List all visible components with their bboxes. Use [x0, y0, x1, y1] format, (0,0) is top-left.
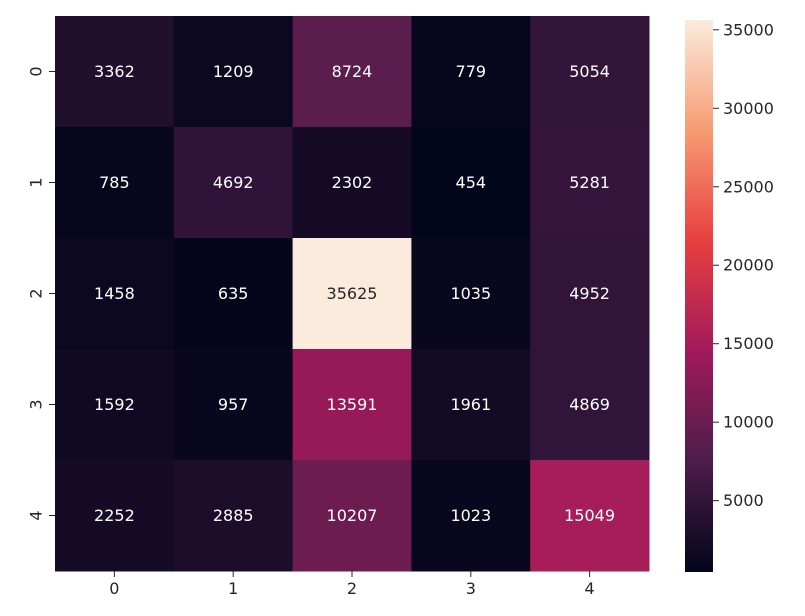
x-axis: 0 1 2 3 4: [109, 571, 594, 598]
colorbar-gradient: [685, 20, 713, 572]
cell-value-label: 15049: [564, 506, 615, 525]
cell-value-label: 454: [456, 173, 487, 192]
y-tick-label: 3: [27, 399, 46, 409]
colorbar-tick-label: 5000: [723, 491, 764, 510]
cell-value-label: 2885: [213, 506, 254, 525]
x-tick-label: 1: [228, 579, 238, 598]
y-tick-label: 2: [27, 288, 46, 298]
y-tick-label: 4: [27, 510, 46, 520]
x-tick-label: 3: [466, 579, 476, 598]
cell-value-label: 1209: [213, 62, 254, 81]
colorbar-tick-label: 15000: [723, 334, 774, 353]
cell-value-label: 3362: [94, 62, 135, 81]
colorbar-tick-label: 35000: [723, 20, 774, 39]
cell-value-label: 5054: [569, 62, 610, 81]
x-tick-label: 4: [585, 579, 595, 598]
cell-value-label: 635: [218, 284, 249, 303]
colorbar: 5000 10000 15000 20000 25000 30000 35000: [685, 20, 774, 572]
cell-value-label: 8724: [332, 62, 373, 81]
colorbar-tick-label: 30000: [723, 99, 774, 118]
cell-value-label: 5281: [569, 173, 610, 192]
cell-value-label: 4952: [569, 284, 610, 303]
colorbar-tick-label: 20000: [723, 256, 774, 275]
y-axis: 0 1 2 3 4: [27, 66, 56, 520]
colorbar-tick-label: 25000: [723, 177, 774, 196]
cell-value-label: 13591: [327, 395, 378, 414]
cell-value-label: 1592: [94, 395, 135, 414]
cell-value-label: 785: [99, 173, 130, 192]
cell-value-label: 10207: [327, 506, 378, 525]
y-tick-label: 0: [27, 66, 46, 76]
x-tick-label: 0: [109, 579, 119, 598]
y-tick-label: 1: [27, 177, 46, 187]
cell-value-label: 1961: [450, 395, 491, 414]
cell-value-label: 1035: [450, 284, 491, 303]
colorbar-tick-label: 10000: [723, 413, 774, 432]
x-tick-label: 2: [347, 579, 357, 598]
cell-value-label: 4692: [213, 173, 254, 192]
cell-value-label: 957: [218, 395, 249, 414]
cell-value-label: 2252: [94, 506, 135, 525]
cell-value-label: 1023: [450, 506, 491, 525]
cell-value-label: 2302: [332, 173, 373, 192]
cell-value-label: 4869: [569, 395, 610, 414]
cell-value-label: 35625: [327, 284, 378, 303]
cell-value-label: 779: [456, 62, 487, 81]
cell-value-label: 1458: [94, 284, 135, 303]
